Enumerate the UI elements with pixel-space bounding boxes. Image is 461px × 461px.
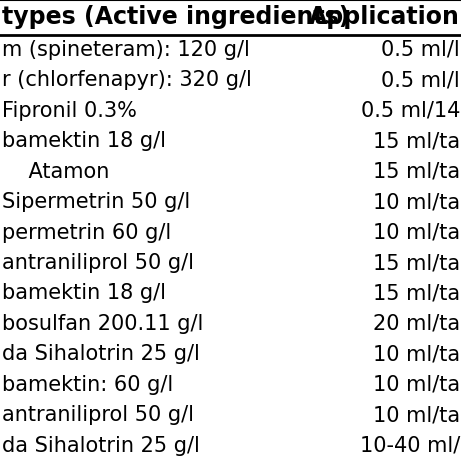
Text: 15 ml/ta: 15 ml/ta xyxy=(373,131,460,151)
Text: 0.5 ml/14: 0.5 ml/14 xyxy=(361,100,460,121)
Text: 15 ml/ta: 15 ml/ta xyxy=(373,284,460,303)
Text: bamektin: 60 g/l: bamektin: 60 g/l xyxy=(2,375,173,395)
Text: 10 ml/ta: 10 ml/ta xyxy=(373,375,460,395)
Text: 0.5 ml/l: 0.5 ml/l xyxy=(381,40,460,60)
Text: 15 ml/ta: 15 ml/ta xyxy=(373,162,460,182)
Text: 10 ml/ta: 10 ml/ta xyxy=(373,192,460,212)
Text: Application: Application xyxy=(309,5,460,30)
Text: 10-40 ml/: 10-40 ml/ xyxy=(360,436,460,456)
Text: da Sihalotrin 25 g/l: da Sihalotrin 25 g/l xyxy=(2,436,200,456)
Text: da Sihalotrin 25 g/l: da Sihalotrin 25 g/l xyxy=(2,344,200,364)
Text: 15 ml/ta: 15 ml/ta xyxy=(373,253,460,273)
Text: m (spineteram): 120 g/l: m (spineteram): 120 g/l xyxy=(2,40,250,60)
Text: 20 ml/ta: 20 ml/ta xyxy=(373,314,460,334)
Text: antraniliprol 50 g/l: antraniliprol 50 g/l xyxy=(2,405,194,426)
Text: 10 ml/ta: 10 ml/ta xyxy=(373,405,460,426)
Text: Fipronil 0.3%: Fipronil 0.3% xyxy=(2,100,137,121)
Text: antraniliprol 50 g/l: antraniliprol 50 g/l xyxy=(2,253,194,273)
Text: permetrin 60 g/l: permetrin 60 g/l xyxy=(2,223,171,242)
Text: types (Active ingredients): types (Active ingredients) xyxy=(2,5,350,30)
Text: bamektin 18 g/l: bamektin 18 g/l xyxy=(2,284,166,303)
Text: r (chlorfenapyr): 320 g/l: r (chlorfenapyr): 320 g/l xyxy=(2,70,252,90)
Text: 10 ml/ta: 10 ml/ta xyxy=(373,223,460,242)
Text: 0.5 ml/l: 0.5 ml/l xyxy=(381,70,460,90)
Text: Sipermetrin 50 g/l: Sipermetrin 50 g/l xyxy=(2,192,190,212)
Text: bosulfan 200.11 g/l: bosulfan 200.11 g/l xyxy=(2,314,204,334)
Text: bamektin 18 g/l: bamektin 18 g/l xyxy=(2,131,166,151)
Text: Atamon: Atamon xyxy=(2,162,110,182)
Text: 10 ml/ta: 10 ml/ta xyxy=(373,344,460,364)
